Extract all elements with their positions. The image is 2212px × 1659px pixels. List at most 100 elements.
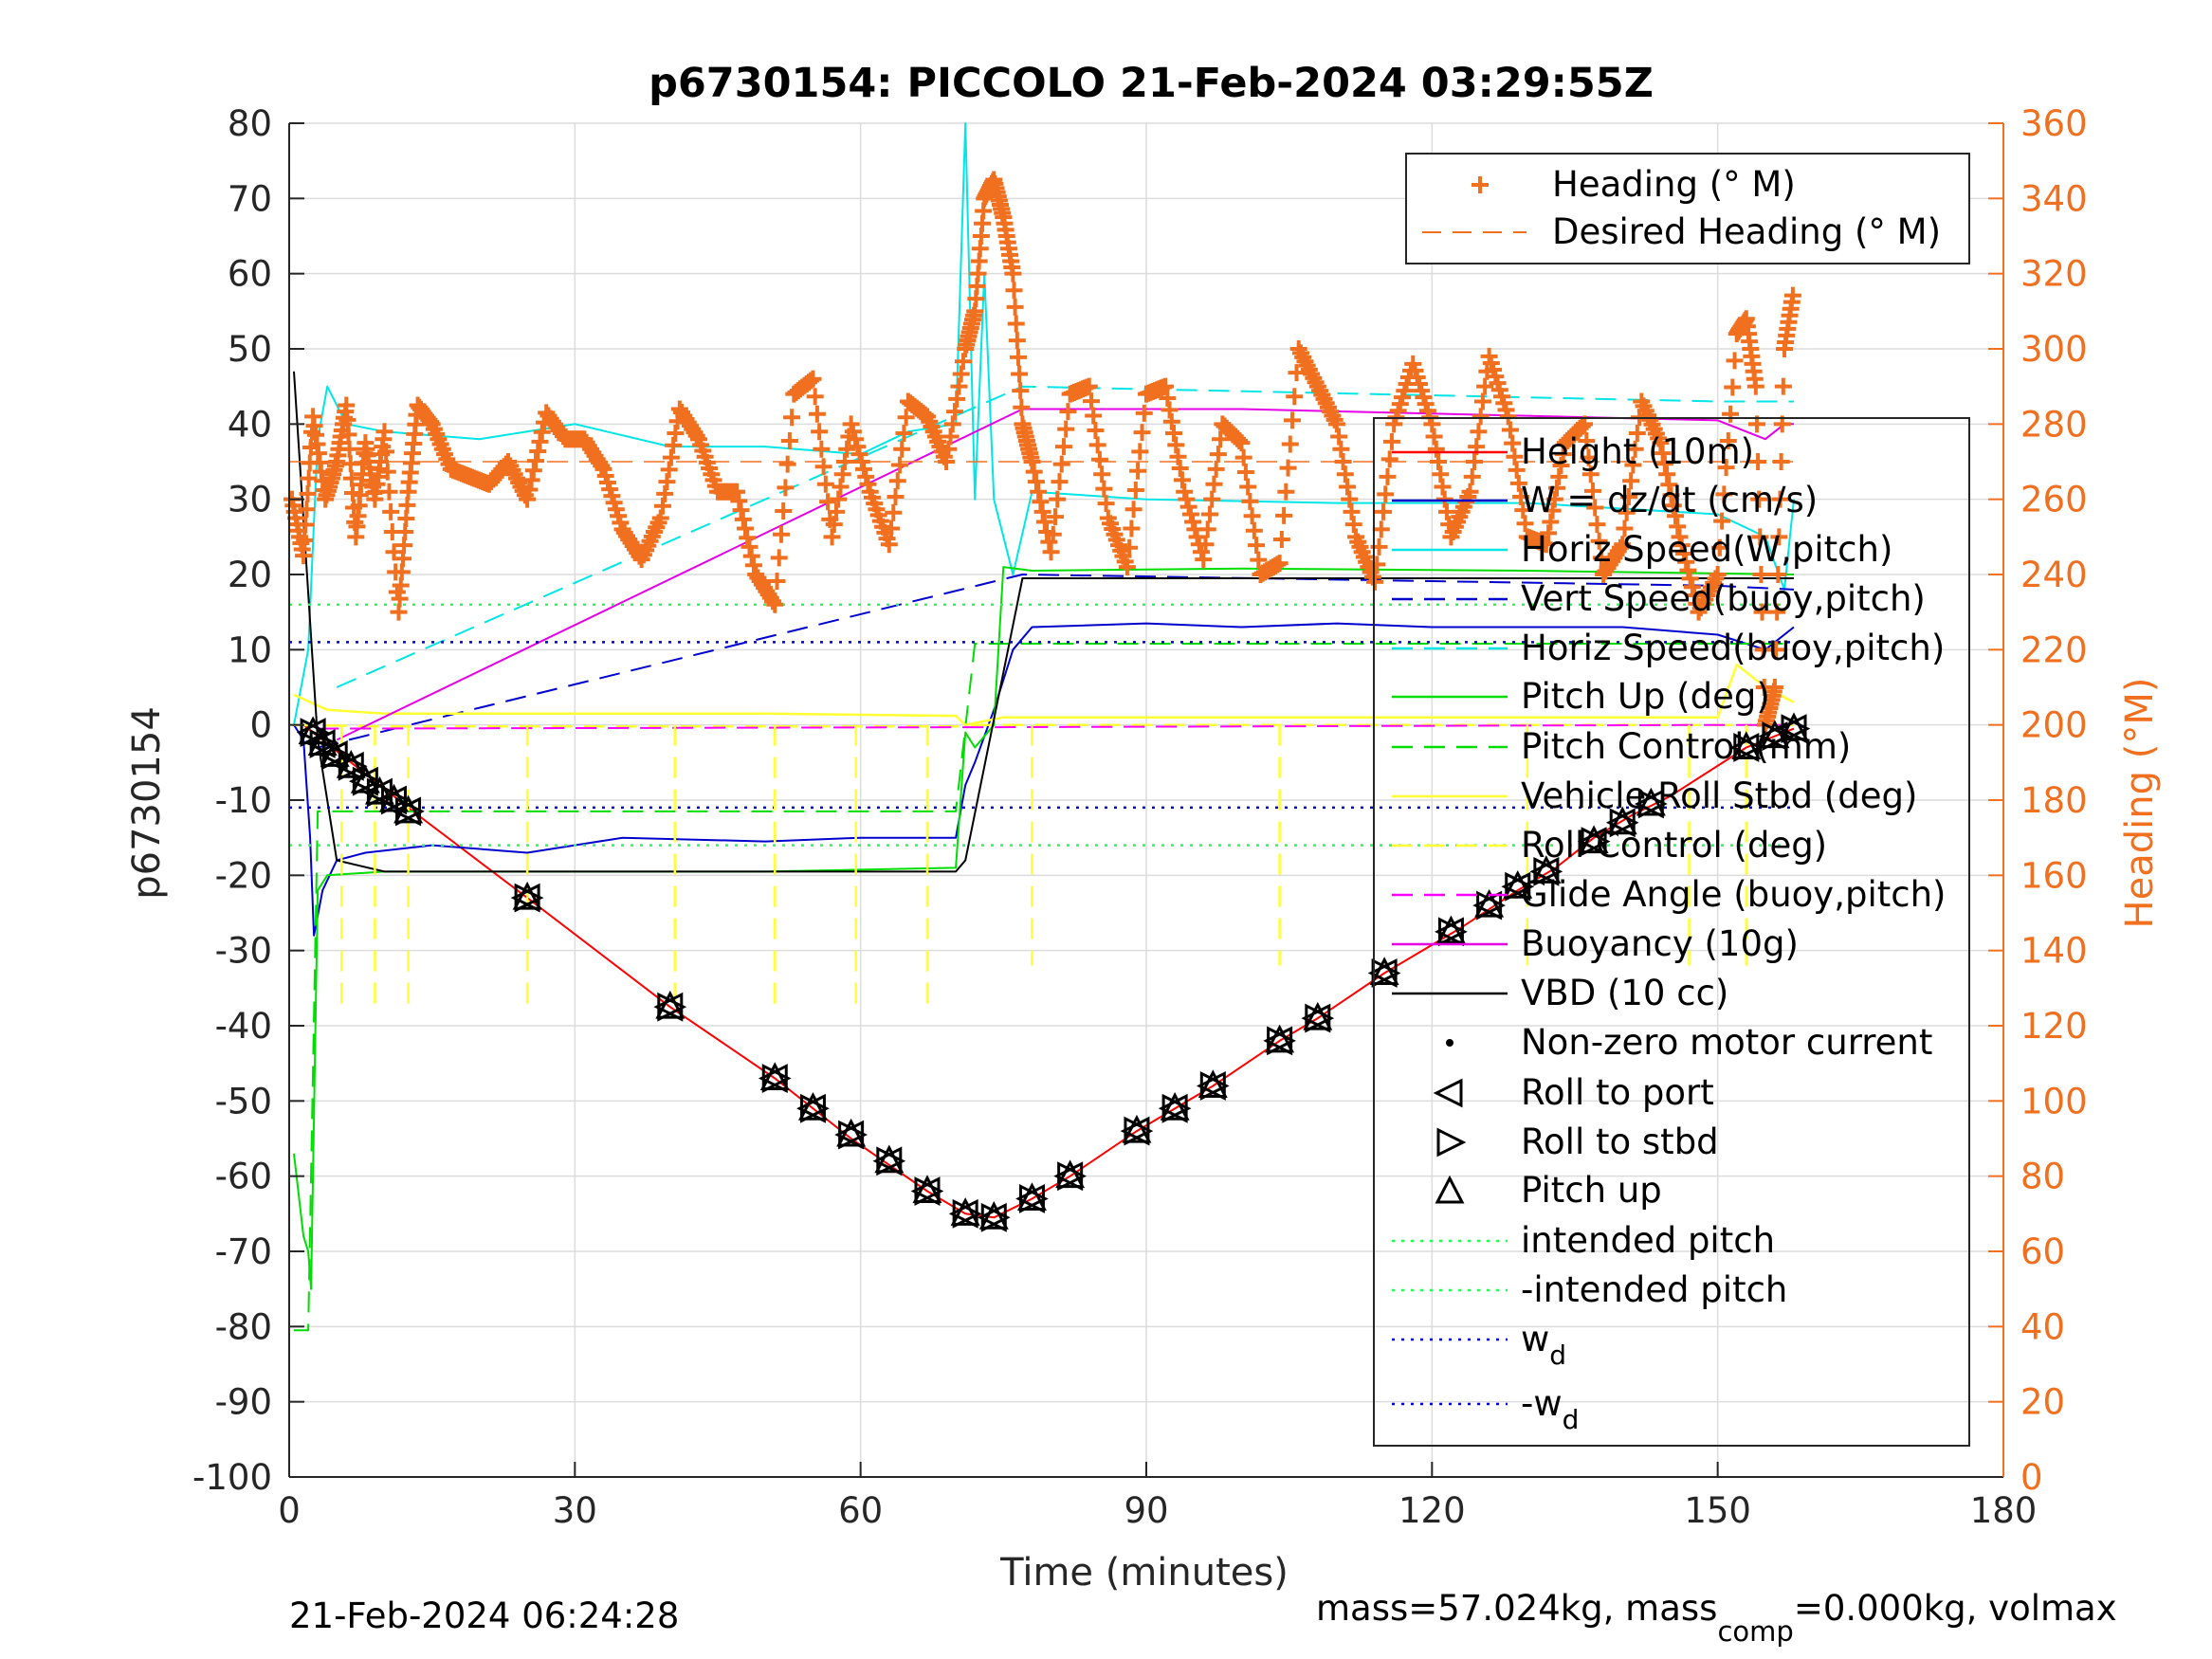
heading-marker bbox=[827, 502, 845, 520]
footer-mass-sub: comp bbox=[1717, 1615, 1793, 1648]
heading-marker bbox=[342, 469, 360, 487]
x-axis-label: Time (minutes) bbox=[999, 1551, 1289, 1595]
heading-marker bbox=[1093, 465, 1111, 483]
heading-marker bbox=[1583, 482, 1601, 500]
roll-to-stbd-marker bbox=[1505, 871, 1535, 902]
heading-marker bbox=[1669, 518, 1687, 536]
axes: 0 30 60 90 120 150 180-100-90-80-70-60-50-40-3… bbox=[192, 103, 2088, 1531]
heading-marker bbox=[1233, 434, 1251, 452]
heading-marker bbox=[1427, 440, 1445, 458]
heading-marker bbox=[1628, 425, 1646, 443]
roll-to-stbd-marker bbox=[1476, 890, 1506, 921]
heading-marker bbox=[1435, 490, 1453, 508]
heading-marker bbox=[1573, 417, 1591, 435]
heading-marker bbox=[1674, 544, 1692, 562]
heading-marker bbox=[375, 423, 393, 441]
heading-marker bbox=[819, 493, 837, 511]
heading-marker bbox=[1683, 578, 1701, 596]
footer-mass: mass=57.024kg, masscomp=0.000kg, volmax bbox=[1316, 1588, 2117, 1648]
heading-marker bbox=[880, 536, 898, 554]
heading-marker bbox=[1619, 488, 1637, 506]
heading-marker bbox=[808, 405, 826, 423]
heading-marker bbox=[1159, 390, 1177, 408]
heading-marker bbox=[1658, 465, 1676, 483]
heading-marker bbox=[1614, 536, 1632, 554]
heading-marker bbox=[1434, 478, 1452, 496]
legend-label-roll-port: Roll to port bbox=[1521, 1072, 1714, 1113]
heading-marker bbox=[524, 462, 542, 480]
heading-marker bbox=[770, 549, 788, 567]
heading-marker bbox=[1332, 440, 1350, 458]
y-right-tick-label: 220 bbox=[2020, 629, 2088, 670]
heading-marker bbox=[1552, 456, 1570, 474]
heading-marker bbox=[772, 525, 790, 543]
pitch-up-marker bbox=[1636, 787, 1666, 816]
heading-marker bbox=[1212, 430, 1230, 448]
heading-marker bbox=[295, 547, 313, 565]
heading-marker bbox=[1284, 411, 1302, 429]
heading-marker bbox=[768, 573, 786, 591]
heading-marker bbox=[945, 403, 963, 421]
y-tick-label: -80 bbox=[215, 1306, 272, 1347]
heading-marker bbox=[1339, 478, 1357, 496]
y-tick-label: -70 bbox=[215, 1231, 272, 1272]
legend-label-roll-stbd: Roll to stbd bbox=[1521, 1121, 1719, 1162]
roll-to-stbd-marker bbox=[761, 1064, 792, 1093]
heading-marker bbox=[1578, 431, 1596, 449]
heading-marker bbox=[1616, 520, 1634, 538]
heading-marker bbox=[533, 423, 551, 441]
heading-marker bbox=[1772, 453, 1790, 470]
heading-marker bbox=[1286, 388, 1304, 406]
heading-marker bbox=[893, 440, 911, 458]
heading-marker bbox=[952, 365, 970, 383]
y-right-tick-label: 120 bbox=[2020, 1006, 2088, 1047]
heading-marker bbox=[1722, 405, 1740, 423]
y-right-tick-label: 0 bbox=[2020, 1457, 2043, 1498]
heading-marker bbox=[1372, 520, 1390, 538]
legend-main-samples bbox=[1392, 450, 1508, 1406]
heading-marker bbox=[1334, 453, 1352, 470]
y-right-tick-label: 60 bbox=[2020, 1231, 2065, 1272]
heading-marker bbox=[1667, 507, 1685, 525]
heading-marker bbox=[1550, 467, 1568, 485]
heading-marker bbox=[1118, 558, 1136, 576]
heading-marker bbox=[1121, 538, 1139, 556]
heading-marker bbox=[1052, 455, 1070, 473]
heading-marker bbox=[1207, 460, 1225, 478]
heading-marker bbox=[1783, 286, 1801, 304]
pitch-up-marker bbox=[950, 1197, 980, 1226]
heading-marker bbox=[1032, 493, 1050, 511]
heading-marker bbox=[1013, 398, 1031, 416]
footer-timestamp: 21-Feb-2024 06:24:28 bbox=[289, 1595, 679, 1636]
heading-marker bbox=[1461, 483, 1479, 501]
roll-to-stbd-marker bbox=[1733, 733, 1764, 762]
heading-marker bbox=[1548, 479, 1566, 497]
roll-to-stbd-marker bbox=[1124, 1116, 1154, 1146]
heading-marker bbox=[1135, 404, 1153, 422]
roll-to-stbd-marker bbox=[352, 766, 382, 796]
heading-marker bbox=[1749, 453, 1767, 470]
roll-to-stbd-marker bbox=[1018, 1184, 1049, 1213]
pitch-up-marker bbox=[1303, 1001, 1333, 1030]
heading-marker bbox=[1250, 551, 1268, 569]
heading-marker bbox=[1042, 543, 1060, 561]
heading-marker bbox=[1540, 524, 1558, 542]
y-right-tick-label: 100 bbox=[2020, 1081, 2088, 1121]
heading-marker bbox=[1770, 528, 1788, 546]
heading-marker bbox=[948, 390, 966, 408]
heading-marker bbox=[1437, 502, 1455, 520]
legend-heading-label: Heading (° M) bbox=[1552, 164, 1796, 205]
y-tick-label: -60 bbox=[215, 1157, 272, 1197]
heading-marker bbox=[1380, 450, 1398, 468]
heading-marker bbox=[527, 452, 545, 470]
heading-marker bbox=[1243, 507, 1261, 525]
pitch-up-marker bbox=[1055, 1159, 1086, 1189]
roll-to-stbd-marker bbox=[914, 1176, 944, 1206]
heading-marker bbox=[1590, 532, 1608, 550]
heading-marker bbox=[823, 528, 841, 546]
heading-marker bbox=[730, 492, 748, 510]
heading-marker bbox=[1473, 392, 1491, 410]
heading-marker bbox=[1236, 464, 1254, 482]
heading-marker bbox=[1544, 501, 1562, 520]
legend-main: Height (10m) W = dz/dt (cm/s) Horiz Spee… bbox=[1373, 417, 1970, 1447]
